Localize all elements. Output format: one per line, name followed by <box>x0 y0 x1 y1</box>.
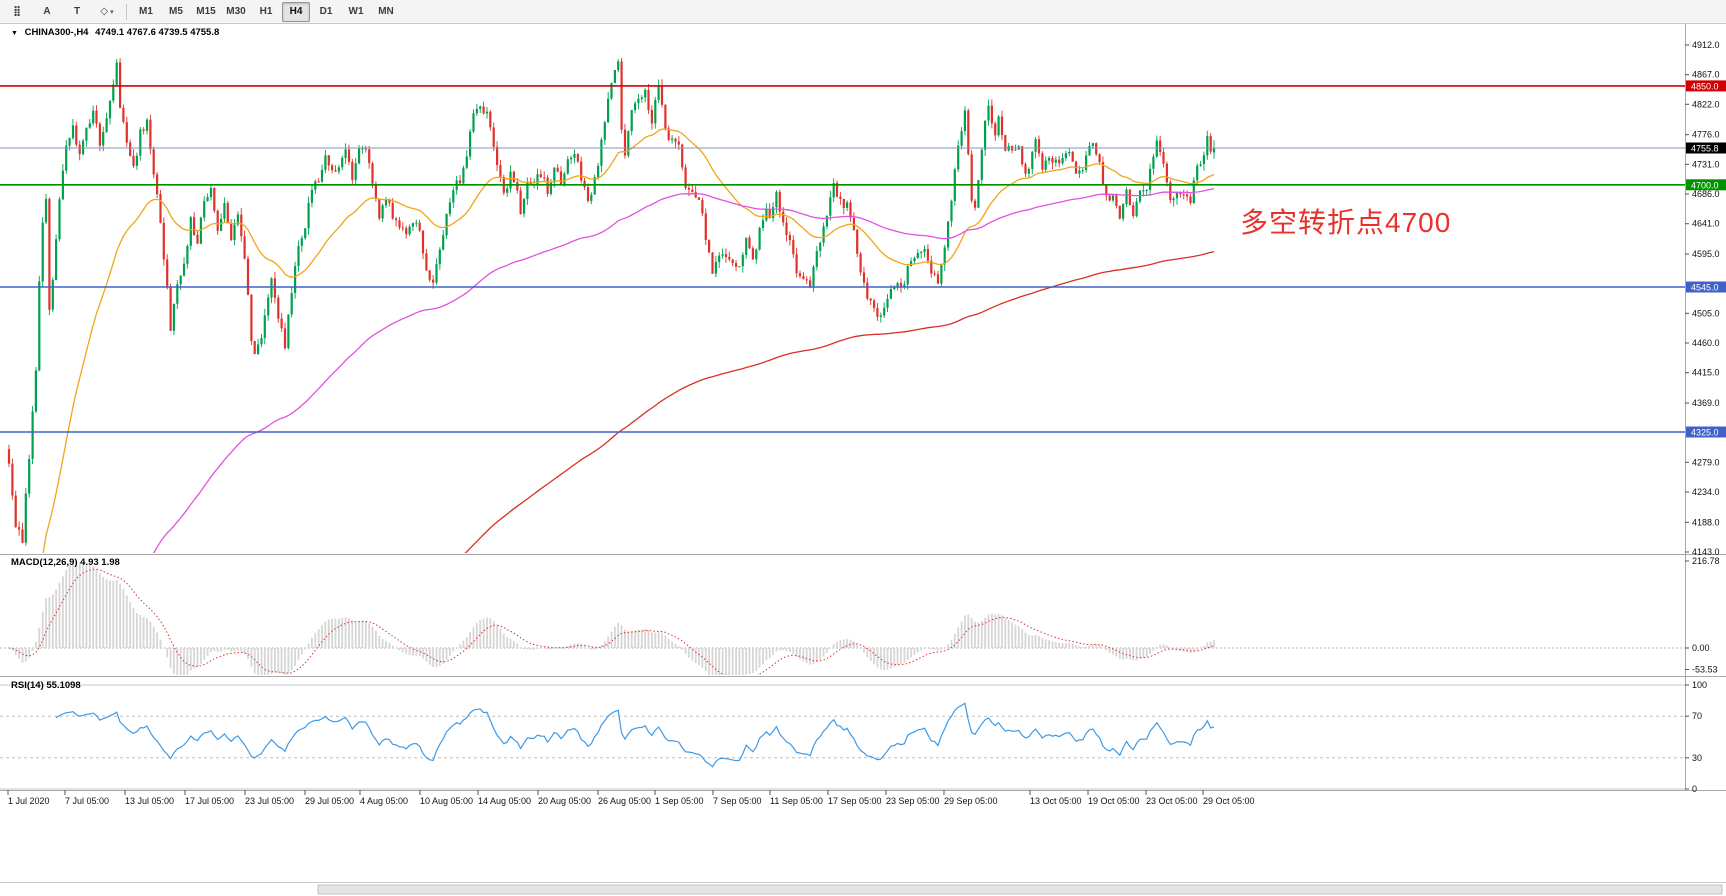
svg-text:4776.0: 4776.0 <box>1692 130 1720 140</box>
annotation-text: 多空转折点4700 <box>1240 207 1452 238</box>
ma-slow-line <box>464 250 1215 553</box>
svg-text:30: 30 <box>1692 753 1702 763</box>
svg-text:10 Aug 05:00: 10 Aug 05:00 <box>420 796 473 806</box>
timeframe-d1-button[interactable]: D1 <box>319 6 333 17</box>
price-label-4755.8: 4755.8 <box>1686 142 1726 154</box>
symbol-period-label: CHINA300-,H4 <box>24 27 89 38</box>
shapes-tool-icon: ◇ <box>100 6 109 17</box>
svg-text:0.00: 0.00 <box>1692 643 1710 653</box>
ohlc-values: 4749.1 4767.6 4739.5 4755.8 <box>95 27 220 38</box>
svg-text:23 Sep 05:00: 23 Sep 05:00 <box>886 796 940 806</box>
svg-text:0: 0 <box>1692 784 1697 794</box>
svg-text:4369.0: 4369.0 <box>1692 398 1720 408</box>
svg-text:4867.0: 4867.0 <box>1692 70 1720 80</box>
timeframe-m30-button[interactable]: M30 <box>226 6 246 17</box>
svg-text:29 Oct 05:00: 29 Oct 05:00 <box>1203 796 1255 806</box>
svg-text:23 Oct 05:00: 23 Oct 05:00 <box>1146 796 1198 806</box>
timeframe-h1-button[interactable]: H1 <box>259 6 273 17</box>
svg-text:4 Aug 05:00: 4 Aug 05:00 <box>360 796 408 806</box>
svg-text:14 Aug 05:00: 14 Aug 05:00 <box>478 796 531 806</box>
price-label-4850.0: 4850.0 <box>1686 80 1726 92</box>
svg-text:4545.0: 4545.0 <box>1691 283 1719 293</box>
svg-text:216.78: 216.78 <box>1692 556 1720 566</box>
chart-canvas[interactable]: 4912.0 4867.0 4822.0 4776.0 4731.0 4686.0 4641… <box>0 24 1726 896</box>
svg-text:13 Oct 05:00: 13 Oct 05:00 <box>1030 796 1082 806</box>
svg-text:1 Sep 05:00: 1 Sep 05:00 <box>655 796 704 806</box>
ma-fast-line <box>42 128 1215 553</box>
tool-chart-grid-button[interactable]: ⣿ <box>3 2 31 22</box>
svg-text:4755.8: 4755.8 <box>1691 144 1719 154</box>
svg-text:20 Aug 05:00: 20 Aug 05:00 <box>538 796 591 806</box>
timeframe-h4-button[interactable]: H4 <box>282 1 310 22</box>
macd-layer <box>0 561 1685 675</box>
macd-signal-line <box>8 568 1215 675</box>
chevron-down-icon: ▾ <box>110 8 114 16</box>
timeframe-mn-button[interactable]: MN <box>378 6 394 17</box>
svg-text:13 Jul 05:00: 13 Jul 05:00 <box>125 796 174 806</box>
toolbar-separator <box>126 3 127 20</box>
tool-shapes-tool-button[interactable]: ◇ ▾ <box>93 2 121 22</box>
time-axis: 1 Jul 2020 7 Jul 05:00 13 Jul 05:00 17 Jul … <box>7 790 1255 806</box>
svg-text:4686.0: 4686.0 <box>1692 189 1720 199</box>
svg-text:4325.0: 4325.0 <box>1691 428 1719 438</box>
price-label-4325.0: 4325.0 <box>1686 426 1726 438</box>
price-axis: 4912.0 4867.0 4822.0 4776.0 4731.0 4686.0 4641… <box>1685 40 1720 794</box>
chart-grid-icon: ⣿ <box>13 6 21 17</box>
svg-text:29 Jul 05:00: 29 Jul 05:00 <box>305 796 354 806</box>
rsi-line <box>55 702 1215 768</box>
timeframes-group: M1 M5 M15 M30 H1 H4 D1 W1 MN <box>131 1 401 22</box>
svg-text:11 Sep 05:00: 11 Sep 05:00 <box>770 796 823 806</box>
rsi-label: RSI(14) 55.1098 <box>11 680 81 691</box>
tool-text-tool-button[interactable]: T <box>63 2 91 22</box>
svg-text:17 Jul 05:00: 17 Jul 05:00 <box>185 796 234 806</box>
chart-collapse-icon[interactable]: ▼ <box>11 30 18 37</box>
svg-text:4279.0: 4279.0 <box>1692 457 1720 467</box>
annotate-text-icon: A <box>43 6 51 17</box>
price-label-4545.0: 4545.0 <box>1686 281 1726 293</box>
h-scrollbar-thumb[interactable] <box>317 884 1723 895</box>
chart-title: ▼ CHINA300-,H4 4749.1 4767.6 4739.5 4755… <box>11 27 223 38</box>
svg-text:29 Sep 05:00: 29 Sep 05:00 <box>944 796 998 806</box>
rsi-layer <box>0 684 1685 790</box>
svg-text:19 Oct 05:00: 19 Oct 05:00 <box>1088 796 1140 806</box>
svg-text:-53.53: -53.53 <box>1692 665 1718 675</box>
svg-text:4460.0: 4460.0 <box>1692 338 1720 348</box>
svg-text:4188.0: 4188.0 <box>1692 517 1720 527</box>
svg-text:1 Jul 2020: 1 Jul 2020 <box>8 796 50 806</box>
svg-text:4234.0: 4234.0 <box>1692 487 1720 497</box>
svg-text:7 Jul 05:00: 7 Jul 05:00 <box>65 796 109 806</box>
timeframe-m1-button[interactable]: M1 <box>139 6 153 17</box>
svg-text:4850.0: 4850.0 <box>1691 81 1719 91</box>
svg-text:4505.0: 4505.0 <box>1692 308 1720 318</box>
svg-text:4912.0: 4912.0 <box>1692 40 1720 50</box>
svg-text:4641.0: 4641.0 <box>1692 219 1720 229</box>
svg-text:4143.0: 4143.0 <box>1692 547 1720 557</box>
svg-text:26 Aug 05:00: 26 Aug 05:00 <box>598 796 651 806</box>
svg-text:23 Jul 05:00: 23 Jul 05:00 <box>245 796 294 806</box>
svg-text:70: 70 <box>1692 711 1702 721</box>
svg-text:7 Sep 05:00: 7 Sep 05:00 <box>713 796 762 806</box>
svg-text:100: 100 <box>1692 680 1707 690</box>
tool-annotate-text-button[interactable]: A <box>33 2 61 22</box>
timeframe-w1-button[interactable]: W1 <box>348 6 364 17</box>
timeframe-m5-button[interactable]: M5 <box>169 6 183 17</box>
toolbar: ⣿ A T ◇ ▾ M1 M5 M15 M30 H1 H4 D1 W1 MN <box>0 0 1726 24</box>
ma-medium-line <box>153 188 1215 553</box>
svg-text:4731.0: 4731.0 <box>1692 159 1720 169</box>
svg-text:4700.0: 4700.0 <box>1691 180 1719 190</box>
price-label-4700.0: 4700.0 <box>1686 179 1726 191</box>
candles-layer <box>7 58 1216 546</box>
timeframe-m15-button[interactable]: M15 <box>196 6 216 17</box>
svg-text:17 Sep 05:00: 17 Sep 05:00 <box>828 796 882 806</box>
svg-text:4822.0: 4822.0 <box>1692 99 1720 109</box>
text-tool-icon: T <box>73 6 81 17</box>
svg-text:4595.0: 4595.0 <box>1692 249 1720 259</box>
tools-group: ⣿ A T ◇ ▾ <box>2 2 122 22</box>
svg-text:4415.0: 4415.0 <box>1692 368 1720 378</box>
macd-label: MACD(12,26,9) 4.93 1.98 <box>11 557 120 568</box>
